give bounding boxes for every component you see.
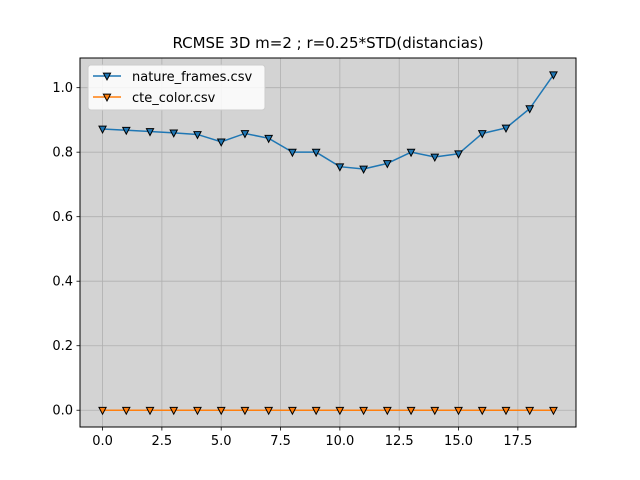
data-point [549, 71, 558, 80]
data-point [216, 138, 226, 147]
y-tick-label: 0.6 [52, 210, 73, 225]
y-axis: 0.0 0.2 0.4 0.6 0.8 1.0 [52, 81, 80, 419]
chart-title: RCMSE 3D m=2 ; r=0.25*STD(distancias) [172, 34, 483, 52]
x-tick-label: 10.0 [325, 434, 354, 449]
data-point [335, 406, 345, 416]
data-point [525, 105, 535, 114]
data-point [121, 406, 131, 416]
data-point [145, 406, 155, 416]
data-point [359, 165, 369, 174]
data-point [406, 148, 416, 158]
y-tick-label: 1.0 [52, 81, 73, 96]
data-point [382, 160, 392, 169]
series-2 [98, 406, 558, 416]
x-tick-label: 12.5 [385, 434, 414, 449]
data-point [311, 148, 321, 158]
gridlines [80, 58, 576, 427]
legend-label: nature_frames.csv [132, 70, 252, 85]
data-point [193, 131, 202, 140]
data-point [287, 406, 297, 416]
data-point [430, 406, 440, 416]
data-point [264, 134, 274, 144]
data-point [216, 406, 226, 416]
data-point [193, 406, 202, 416]
data-point [501, 406, 511, 416]
data-point [121, 126, 131, 136]
data-point [240, 130, 250, 139]
legend-marker [102, 72, 112, 82]
data-point [525, 406, 535, 416]
data-point [549, 406, 558, 416]
y-tick-label: 0.4 [52, 275, 73, 290]
x-tick-label: 15.0 [444, 434, 473, 449]
data-point [359, 406, 369, 416]
series-line [102, 74, 555, 170]
data-point [454, 150, 463, 159]
x-tick-label: 7.5 [270, 434, 291, 449]
data-point [145, 128, 155, 137]
x-tick-label: 17.5 [503, 434, 532, 449]
plot-area [80, 58, 576, 427]
series-1 [98, 71, 558, 174]
data-point [406, 406, 416, 416]
data-point [501, 124, 511, 134]
data-point [98, 125, 107, 134]
data-point [240, 406, 250, 416]
y-tick-label: 0.2 [52, 339, 73, 354]
legend-marker [102, 93, 112, 103]
data-point [311, 406, 321, 416]
legend-label: cte_color.csv [132, 91, 216, 106]
data-point [430, 153, 440, 163]
data-point [169, 129, 179, 138]
y-tick-label: 0.0 [52, 404, 73, 419]
data-point [335, 163, 345, 172]
data-point [98, 406, 107, 416]
data-point [454, 406, 463, 416]
series-layer [98, 71, 558, 416]
data-point [169, 406, 179, 416]
x-tick-label: 2.5 [152, 434, 173, 449]
x-tick-label: 5.0 [211, 434, 232, 449]
y-tick-label: 0.8 [52, 146, 73, 161]
plot-frame [79, 57, 577, 428]
legend: nature_frames.csv cte_color.csv [87, 64, 266, 111]
data-point [477, 406, 487, 416]
data-point [287, 148, 297, 158]
data-point [382, 406, 392, 416]
x-tick-label: 0.0 [92, 434, 113, 449]
data-point [477, 130, 487, 139]
data-point [264, 406, 274, 416]
x-axis: 0.0 2.5 5.0 7.5 10.0 12.5 15.0 17.5 [92, 427, 532, 449]
legend-box [87, 64, 266, 111]
